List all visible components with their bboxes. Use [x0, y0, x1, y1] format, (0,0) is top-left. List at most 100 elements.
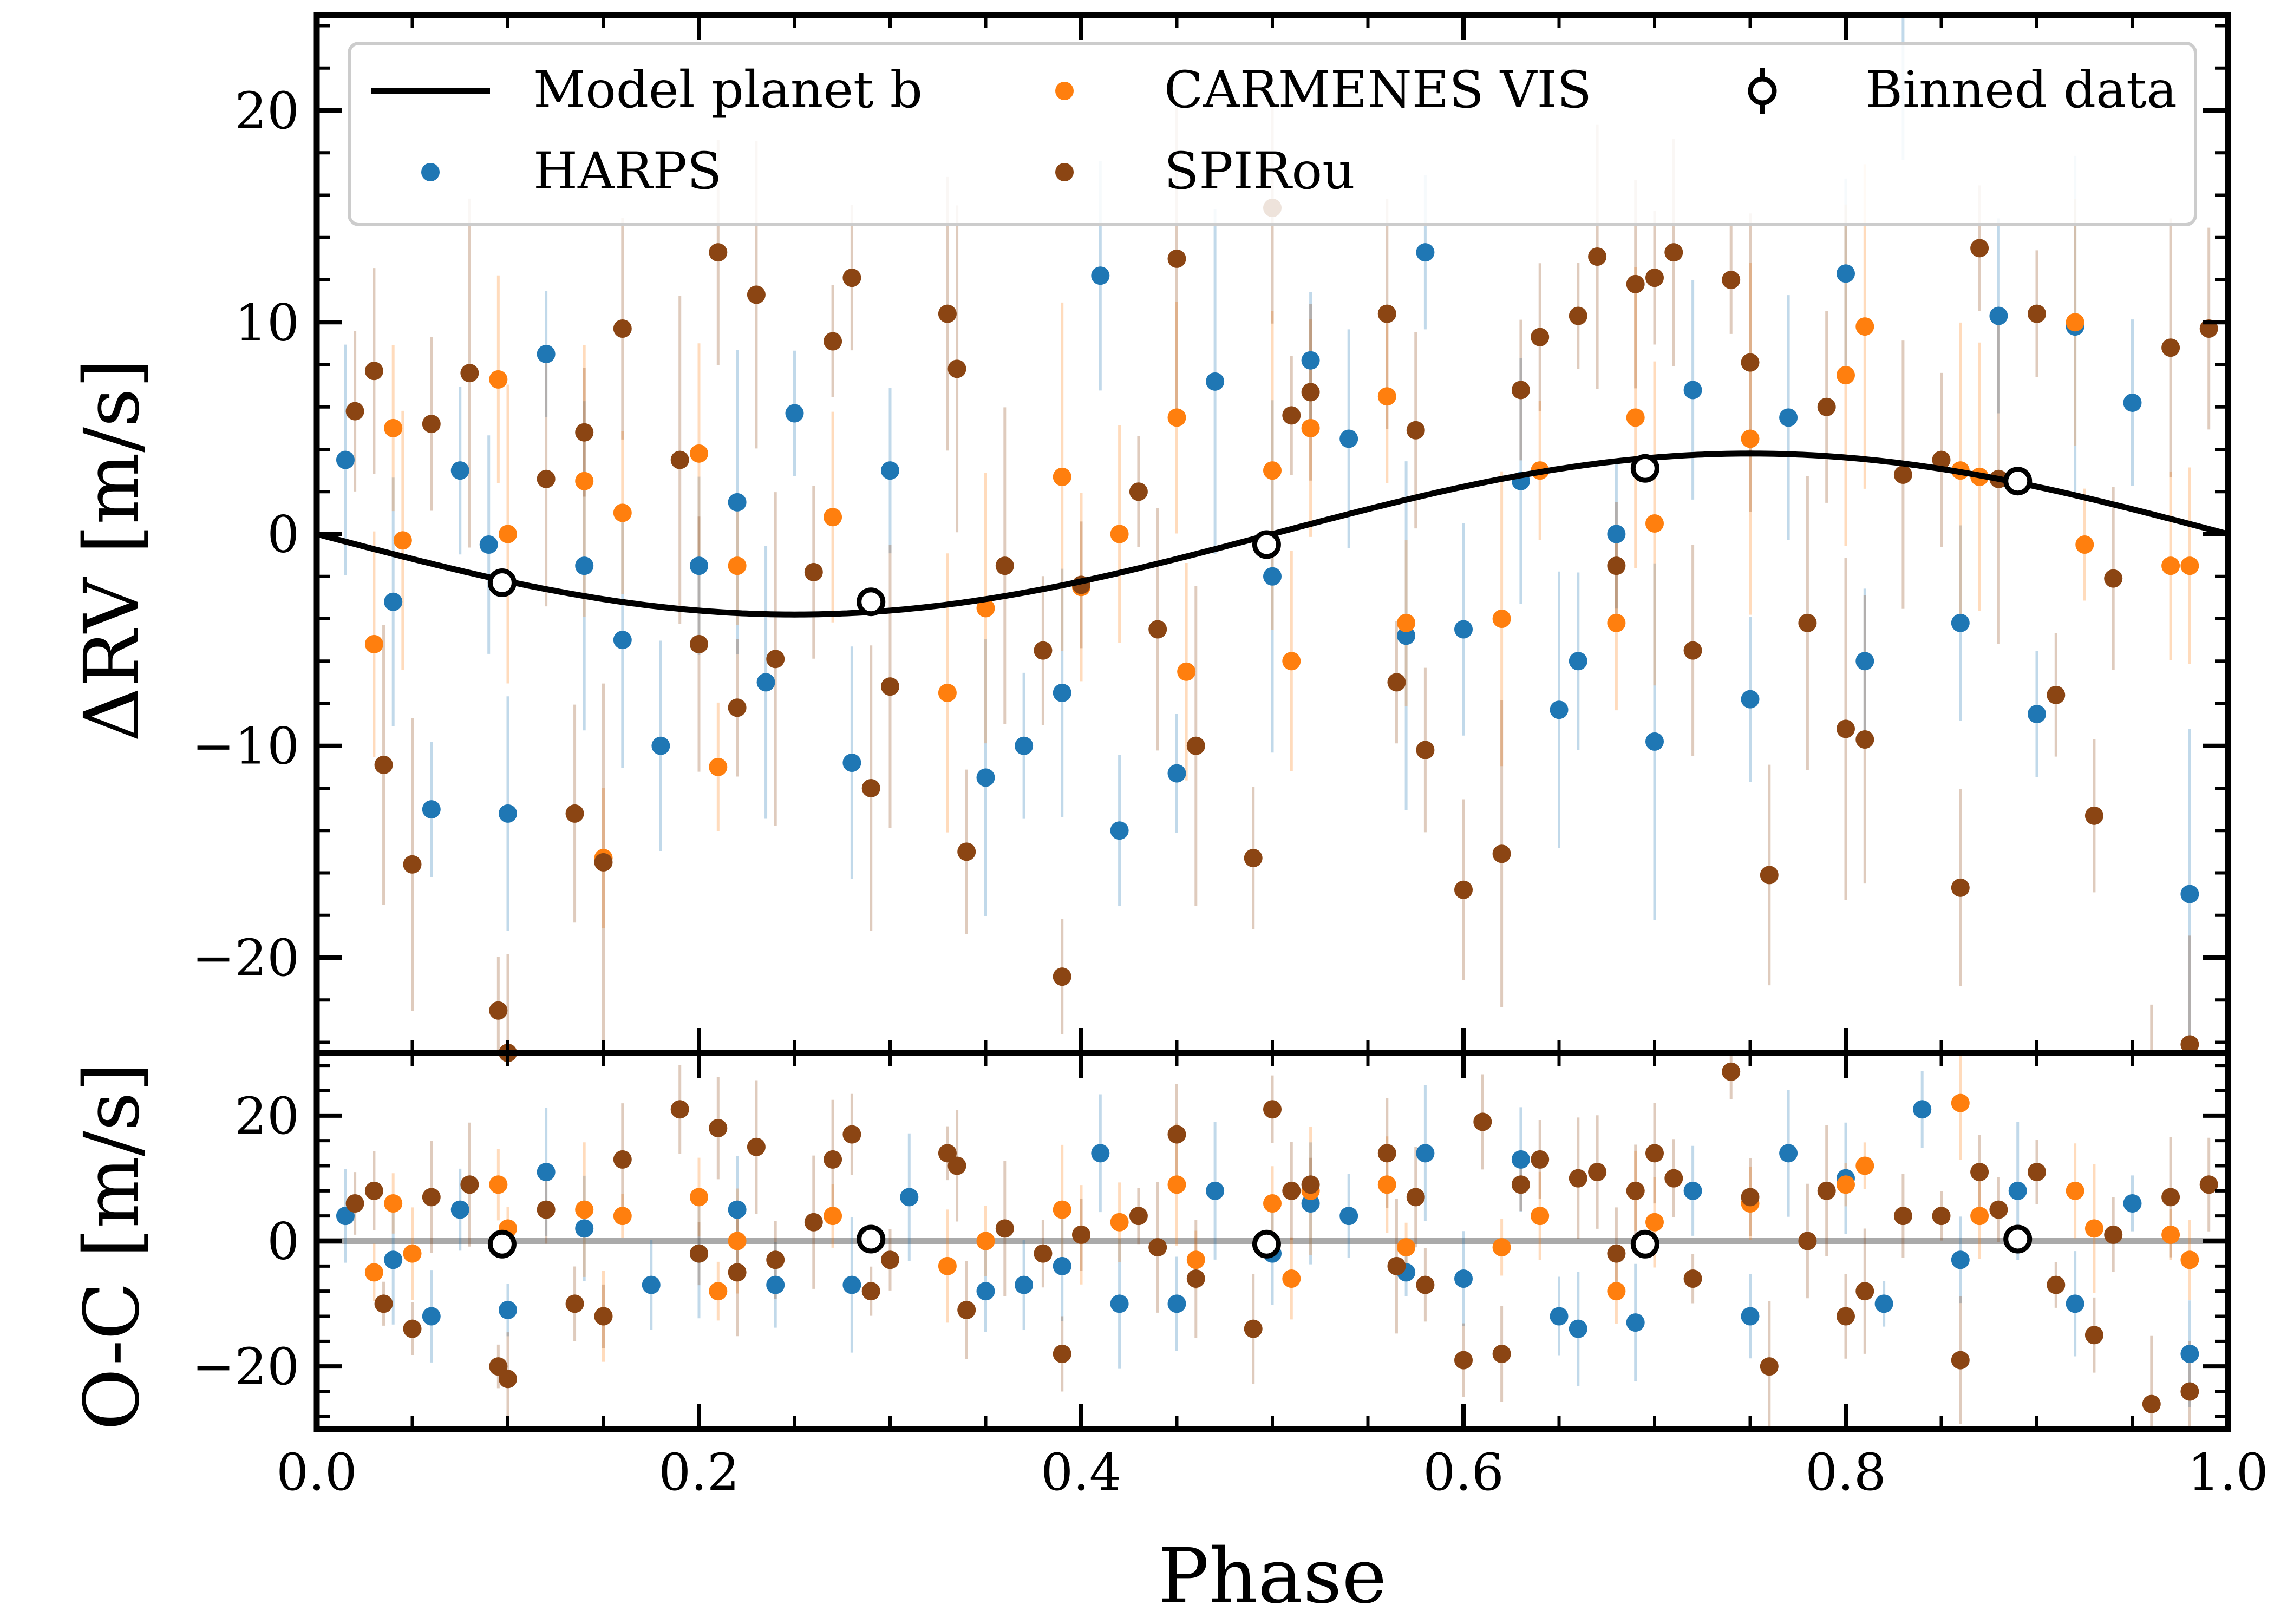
spirou-point: [1186, 736, 1205, 755]
carmenes-vis-point: [1607, 1282, 1626, 1301]
spirou-point: [709, 243, 728, 262]
legend-spirou-marker: [1055, 163, 1074, 181]
carmenes-vis-point: [2161, 556, 2180, 575]
spirou-point: [1377, 304, 1396, 323]
spirou-point: [842, 269, 861, 287]
binned-point: [1252, 1229, 1281, 1259]
y-tick-label: 0: [267, 506, 299, 565]
spirou-point: [2028, 304, 2046, 323]
spirou-point: [1741, 1188, 1760, 1207]
carmenes-vis-point: [1397, 1238, 1416, 1257]
spirou-point: [1683, 1269, 1702, 1288]
harps-point: [1645, 732, 1664, 751]
carmenes-vis-point: [1626, 408, 1645, 427]
harps-point: [1091, 266, 1110, 285]
harps-point: [1091, 1144, 1110, 1163]
legend-label-spirou: SPIRou: [1164, 142, 1355, 201]
carmenes-vis-point: [1167, 408, 1186, 427]
y-tick-label: 0: [267, 1213, 299, 1272]
spirou-point: [938, 1144, 957, 1163]
carmenes-vis-point: [2161, 1225, 2180, 1244]
rv-ytick-labels: −20 −10 0 10 20: [192, 82, 299, 988]
binned-point: [857, 1224, 886, 1254]
binned-point: [2003, 1224, 2033, 1254]
binned-point: [2003, 467, 2033, 496]
harps-point: [1874, 1294, 1893, 1313]
carmenes-vis-point: [976, 599, 995, 618]
harps-point: [384, 592, 403, 611]
spirou-point: [1034, 1244, 1053, 1263]
carmenes-vis-point: [728, 556, 747, 575]
spirou-point: [1722, 1062, 1741, 1081]
spirou-point: [938, 304, 957, 323]
carmenes-vis-point: [613, 503, 632, 522]
spirou-point: [1148, 1238, 1167, 1257]
carmenes-vis-point: [364, 634, 383, 653]
harps-point: [384, 1250, 403, 1269]
carmenes-vis-point: [976, 1232, 995, 1250]
harps-point: [1837, 264, 1855, 283]
binned-point: [857, 587, 886, 617]
carmenes-vis-point: [1377, 1175, 1396, 1194]
harps-point: [1779, 408, 1798, 427]
carmenes-vis-point: [1177, 662, 1196, 681]
spirou-point: [747, 1137, 766, 1156]
harps-point: [479, 535, 498, 554]
carmenes-vis-point: [1492, 609, 1511, 628]
spirou-point: [1263, 1100, 1282, 1119]
spirou-point: [1492, 844, 1511, 863]
spirou-point: [2180, 1035, 2199, 1054]
carmenes-vis-point: [709, 757, 728, 776]
spirou-point: [1167, 1125, 1186, 1144]
residual-data-points: [336, 1062, 2218, 1413]
spirou-point: [422, 415, 441, 434]
x-tick-label: 0.2: [658, 1443, 740, 1502]
harps-point: [976, 1282, 995, 1301]
carmenes-vis-point: [1607, 613, 1626, 632]
binned-point: [487, 1229, 517, 1259]
binned-point: [1252, 530, 1281, 559]
spirou-point: [1970, 1163, 1989, 1182]
harps-point: [1454, 620, 1473, 639]
spirou-point: [1406, 421, 1425, 440]
harps-point: [842, 1275, 861, 1294]
harps-point: [499, 804, 517, 823]
carmenes-vis-point: [575, 1200, 594, 1219]
carmenes-vis-point: [1053, 467, 1071, 486]
spirou-point: [1837, 719, 1855, 738]
spirou-point: [1817, 397, 1836, 416]
legend: Model planet b CARMENES VIS Binned data …: [348, 42, 2197, 226]
spirou-point: [1034, 641, 1053, 660]
carmenes-vis-point: [1110, 1213, 1129, 1232]
harps-point: [1167, 764, 1186, 783]
spirou-point: [613, 319, 632, 338]
harps-point: [1989, 306, 2008, 325]
y-tick-label: −20: [192, 929, 299, 988]
spirou-point: [1588, 1163, 1607, 1182]
spirou-point: [489, 1001, 508, 1020]
spirou-point: [824, 1150, 842, 1169]
spirou-point: [1626, 274, 1645, 293]
carmenes-vis-point: [1282, 652, 1301, 671]
spirou-point: [1416, 1275, 1435, 1294]
spirou-point: [565, 804, 584, 823]
spirou-point: [1129, 482, 1148, 501]
spirou-point: [690, 634, 708, 653]
carmenes-vis-point: [1837, 366, 1855, 385]
spirou-point: [1664, 1169, 1683, 1188]
harps-point: [1569, 652, 1587, 671]
harps-point: [1206, 372, 1225, 391]
spirou-point: [1989, 1200, 2008, 1219]
spirou-point: [1301, 383, 1320, 402]
harps-point: [537, 344, 556, 363]
carmenes-vis-point: [1741, 429, 1760, 448]
carmenes-vis-point: [575, 472, 594, 490]
spirou-point: [460, 1175, 479, 1194]
spirou-point: [1377, 1144, 1396, 1163]
harps-point: [336, 1207, 355, 1226]
harps-point: [1741, 690, 1760, 709]
carmenes-vis-point: [403, 1244, 422, 1263]
spirou-point: [804, 1213, 823, 1232]
harps-point: [690, 556, 708, 575]
